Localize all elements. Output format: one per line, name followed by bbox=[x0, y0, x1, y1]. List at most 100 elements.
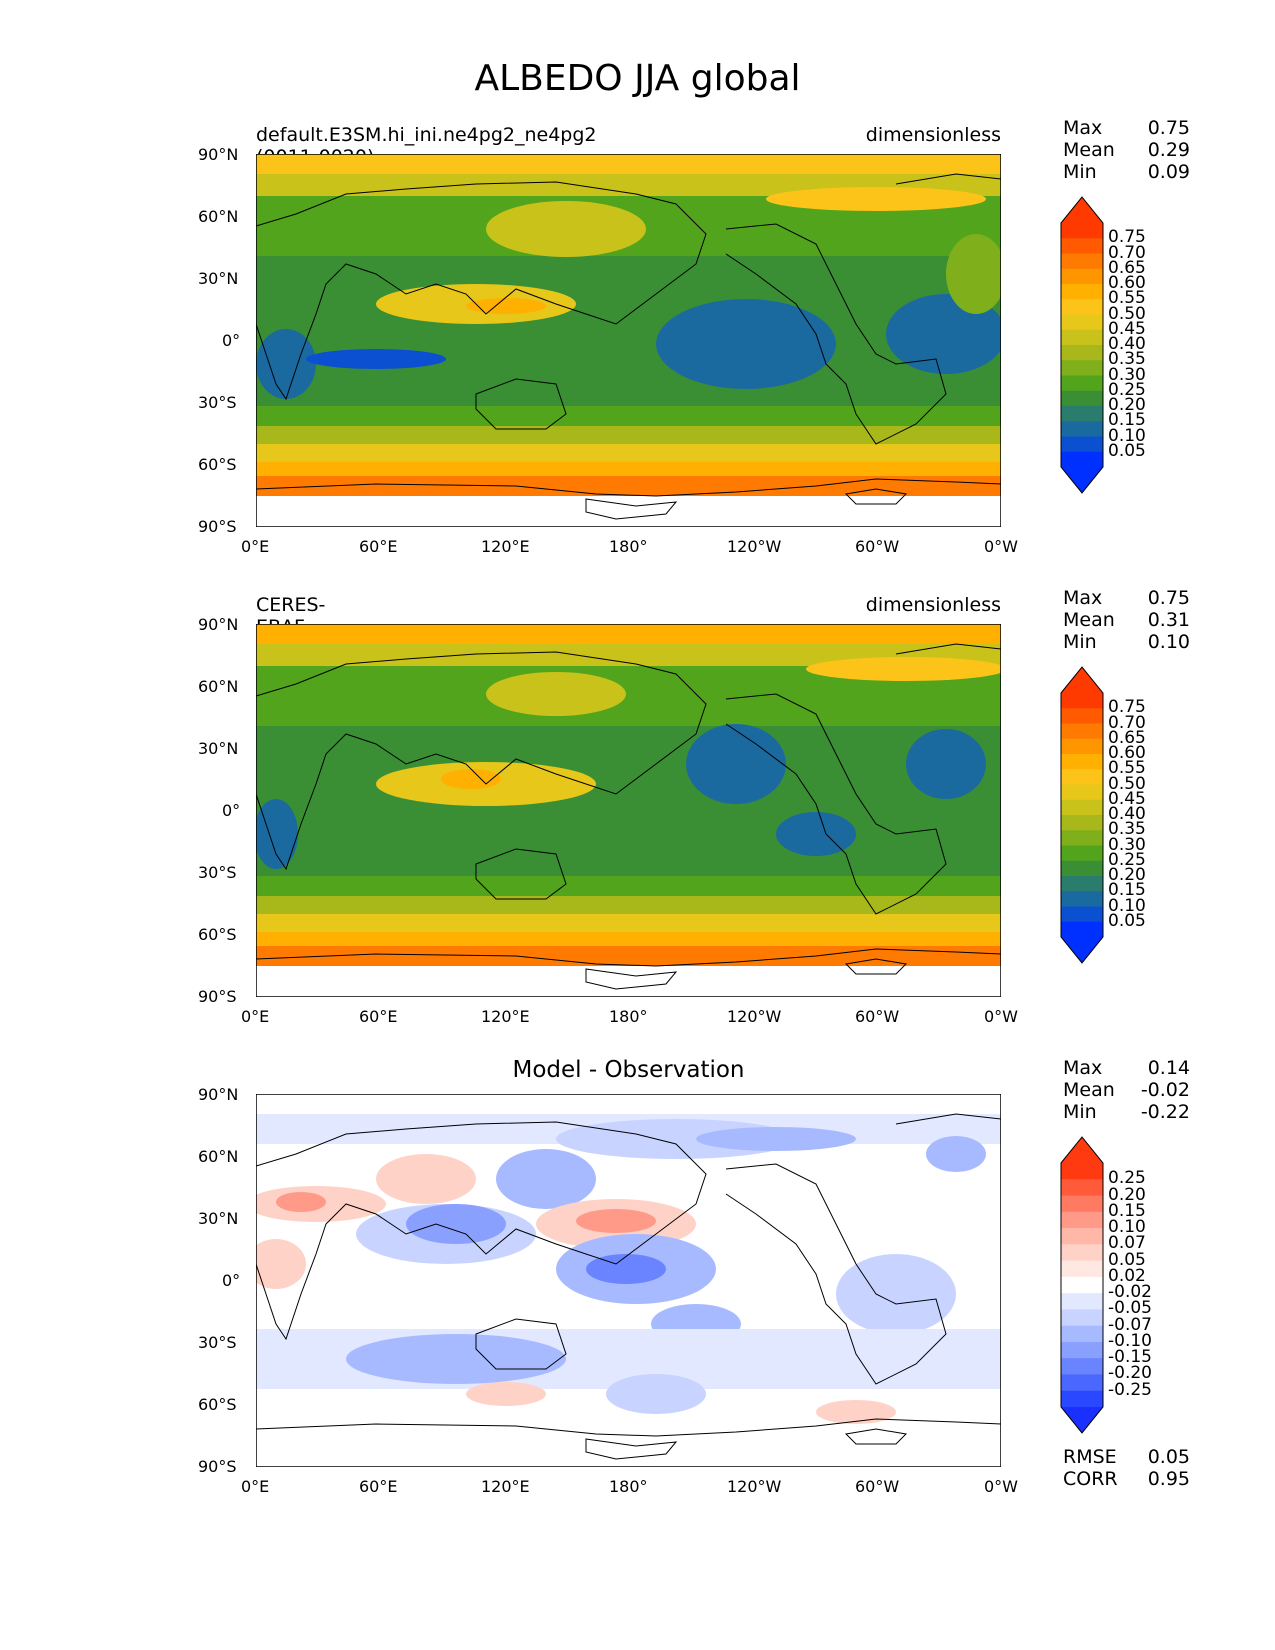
band-s3 bbox=[256, 914, 1001, 932]
colorbar-model: 0.75 0.70 0.65 0.60 0.55 0.50 0.45 0.40 0.35 0.30… bbox=[1060, 196, 1180, 494]
colorbar-segment bbox=[1061, 375, 1103, 392]
feature-africa-pos bbox=[256, 1239, 306, 1289]
feature-europe-pos2 bbox=[276, 1192, 326, 1212]
colorbar-segment bbox=[1061, 1211, 1103, 1229]
colorbar-tick-label: -0.20 bbox=[1108, 1363, 1152, 1384]
colorbar-segment bbox=[1061, 1179, 1103, 1197]
colorbar-tick-label: 0.30 bbox=[1108, 834, 1146, 855]
stat-mean: Mean 0.31 bbox=[1063, 609, 1190, 631]
colorbar-segment bbox=[1061, 268, 1103, 285]
coastlines bbox=[256, 1113, 1001, 1460]
colorbar-segment bbox=[1061, 238, 1103, 254]
colorbar-segment bbox=[1061, 769, 1103, 785]
band-s2 bbox=[256, 426, 1001, 444]
colorbar-segment bbox=[1061, 1309, 1103, 1327]
lat-tick: 30°N bbox=[198, 1209, 239, 1228]
colorbar-segment bbox=[1061, 1390, 1103, 1408]
colorbar-tick-label: 0.25 bbox=[1108, 1168, 1146, 1189]
coastlines bbox=[256, 173, 1001, 520]
colorbar-segment bbox=[1061, 845, 1103, 862]
colorbar-segment bbox=[1061, 723, 1103, 740]
feature-n-pacific bbox=[486, 201, 646, 257]
colorbar-segment bbox=[1061, 799, 1103, 816]
lat-tick: 0° bbox=[222, 1271, 241, 1290]
colorbar-segment bbox=[1061, 436, 1103, 453]
feature-ne-pacific-low bbox=[686, 724, 786, 804]
lon-tick: 60°W bbox=[855, 537, 900, 556]
colorbar-tick-label: 0.75 bbox=[1108, 697, 1146, 718]
stat-rmse: RMSE 0.05 bbox=[1063, 1446, 1190, 1468]
colorbar-tick-label: 0.10 bbox=[1108, 1217, 1146, 1238]
colorbar-tick-label: 0.65 bbox=[1108, 257, 1146, 278]
lon-tick: 180° bbox=[609, 537, 648, 556]
feature-arctic-high bbox=[766, 187, 986, 211]
colorbar-segment bbox=[1061, 1195, 1103, 1213]
band-s2 bbox=[256, 896, 1001, 914]
colorbar-tick-label: 0.35 bbox=[1108, 819, 1146, 840]
antarctica-mask bbox=[256, 966, 1001, 997]
lat-tick: 30°S bbox=[198, 1333, 237, 1352]
colorbar-segment bbox=[1061, 693, 1103, 709]
figure-title: ALBEDO JJA global bbox=[474, 58, 801, 99]
colorbar-extend-under bbox=[1061, 937, 1103, 963]
map-plot-difference bbox=[256, 1094, 1001, 1467]
lat-tick: 30°S bbox=[198, 863, 237, 882]
colorbar-segment bbox=[1061, 1260, 1103, 1278]
colorbar-tick-label: 0.70 bbox=[1108, 712, 1146, 733]
lat-tick: 90°N bbox=[198, 615, 239, 634]
lon-tick: 0°W bbox=[984, 1477, 1018, 1496]
feature-w-indian-low bbox=[256, 329, 316, 399]
panel-units: dimensionless bbox=[865, 124, 1001, 146]
lat-tick: 60°N bbox=[198, 1147, 239, 1166]
lat-tick: 30°N bbox=[198, 739, 239, 758]
colorbar-segment bbox=[1061, 1374, 1103, 1392]
lon-tick: 0°E bbox=[241, 1477, 270, 1496]
colorbar-segment bbox=[1061, 390, 1103, 407]
band-s3 bbox=[256, 444, 1001, 462]
band-s4 bbox=[256, 462, 1001, 476]
colorbar-outline bbox=[1060, 196, 1104, 494]
feature-arctic-neg2 bbox=[696, 1127, 856, 1151]
feature-asia-core bbox=[466, 298, 546, 314]
colorbar-tick-label: 0.15 bbox=[1108, 880, 1146, 901]
feature-indian-low bbox=[306, 349, 446, 369]
colorbar-tick-label: 0.50 bbox=[1108, 773, 1146, 794]
feature-pacific-pos2 bbox=[576, 1209, 656, 1233]
colorbar-tick-label: 0.60 bbox=[1108, 273, 1146, 293]
lon-tick: 60°E bbox=[359, 1007, 398, 1026]
colorbar-segment bbox=[1061, 1228, 1103, 1245]
feature-so-neg bbox=[346, 1334, 566, 1384]
feature-asia-pos bbox=[376, 1154, 476, 1204]
colorbar-segment bbox=[1061, 906, 1103, 923]
coastlines bbox=[256, 643, 1001, 990]
colorbar-tick-label: 0.30 bbox=[1108, 364, 1146, 385]
colorbar-segment bbox=[1061, 708, 1103, 724]
lat-tick: 0° bbox=[222, 331, 241, 350]
stat-min: Min 0.10 bbox=[1063, 631, 1190, 653]
stat-mean: Mean 0.29 bbox=[1063, 139, 1190, 161]
colorbar-graphic bbox=[1060, 666, 1104, 964]
colorbar-tick-label: 0.10 bbox=[1108, 425, 1146, 446]
colorbar-segment bbox=[1061, 830, 1103, 846]
colorbar-segment bbox=[1061, 360, 1103, 376]
lon-tick: 60°E bbox=[359, 1477, 398, 1496]
lat-tick: 60°S bbox=[198, 455, 237, 474]
feature-japan-neg bbox=[496, 1149, 596, 1209]
colorbar-segment bbox=[1061, 784, 1103, 801]
lon-tick: 120°W bbox=[727, 1477, 782, 1496]
lon-tick: 120°E bbox=[481, 1007, 530, 1026]
stat-mean: Mean -0.02 bbox=[1063, 1079, 1190, 1101]
lon-tick: 120°E bbox=[481, 1477, 530, 1496]
colorbar-extend-over bbox=[1061, 197, 1103, 223]
colorbar-tick-label: 0.15 bbox=[1108, 410, 1146, 431]
lat-tick: 0° bbox=[222, 801, 241, 820]
feature-arctic-high bbox=[806, 657, 1001, 681]
colorbar-tick-label: 0.65 bbox=[1108, 727, 1146, 748]
colorbar-tick-label: -0.15 bbox=[1108, 1347, 1152, 1368]
feature-atlantic-low bbox=[886, 294, 1001, 374]
colorbar-segment bbox=[1061, 754, 1103, 770]
lon-tick: 180° bbox=[609, 1007, 648, 1026]
colorbar-tick-label: 0.15 bbox=[1108, 1200, 1146, 1221]
colorbar-tick-label: 0.45 bbox=[1108, 318, 1146, 339]
colorbar-tick-label: 0.45 bbox=[1108, 788, 1146, 809]
